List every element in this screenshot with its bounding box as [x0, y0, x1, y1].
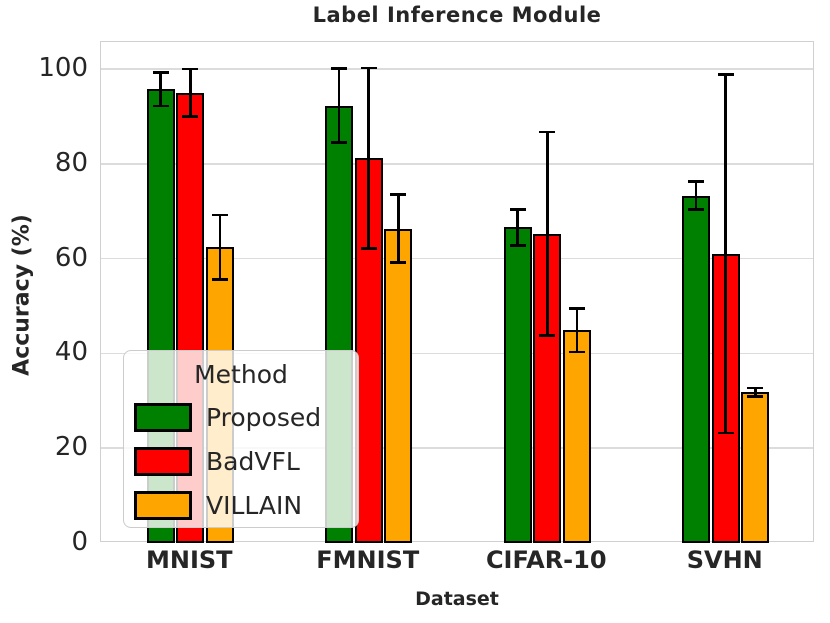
legend-label: BadVFL — [206, 446, 300, 476]
error-bar-cap — [747, 395, 764, 398]
error-bar-cap — [509, 207, 526, 211]
y-tick-label: 60 — [54, 242, 88, 273]
error-bar-cap — [182, 115, 199, 118]
gridline — [101, 257, 813, 260]
error-bar-cap — [152, 104, 169, 108]
x-tick-label: CIFAR-10 — [485, 546, 607, 574]
y-tick-label: 0 — [71, 527, 88, 557]
error-bar-cap — [539, 130, 556, 134]
error-bar-cap — [717, 73, 734, 77]
legend-title: Method — [194, 360, 288, 389]
error-bar-cap — [331, 67, 348, 70]
bar — [682, 195, 711, 543]
gridline — [101, 163, 813, 165]
error-bar — [337, 68, 341, 143]
error-bar — [545, 132, 549, 336]
error-bar — [159, 72, 162, 106]
error-bar-cap — [717, 431, 734, 435]
bar — [562, 330, 591, 543]
x-tick-label: SVHN — [686, 546, 763, 574]
legend: Method Proposed BadVFL VILLAIN — [123, 350, 359, 528]
error-bar-cap — [539, 334, 556, 338]
error-bar — [397, 194, 400, 263]
gridline — [101, 447, 813, 449]
error-bar — [754, 388, 757, 397]
y-tick-label: 20 — [54, 432, 88, 463]
error-bar-cap — [568, 350, 585, 354]
error-bar — [188, 69, 192, 117]
error-bar-cap — [390, 261, 407, 265]
legend-swatch-proposed — [134, 402, 192, 432]
gridline — [101, 352, 813, 355]
legend-label: VILLAIN — [206, 490, 303, 520]
error-bar-cap — [688, 207, 705, 211]
error-bar-cap — [390, 193, 407, 197]
bar — [741, 392, 770, 543]
error-bar-cap — [211, 278, 228, 281]
legend-swatch-villain — [134, 490, 192, 520]
x-tick-label: MNIST — [145, 546, 233, 574]
bar — [503, 227, 532, 543]
chart-title: Label Inference Module — [312, 3, 602, 27]
error-bar — [694, 181, 698, 210]
y-tick-label: 80 — [54, 147, 88, 178]
x-tick-label: FMNIST — [316, 546, 420, 574]
legend-entries: Proposed BadVFL VILLAIN — [124, 395, 358, 527]
legend-entry: VILLAIN — [124, 483, 358, 527]
bar — [384, 228, 413, 543]
legend-swatch-badvfl — [134, 446, 192, 476]
legend-label: Proposed — [206, 402, 322, 432]
error-bar-cap — [360, 66, 377, 70]
y-tick-label: 40 — [54, 337, 88, 368]
error-bar — [575, 308, 579, 352]
error-bar-cap — [568, 306, 585, 310]
error-bar-cap — [152, 71, 169, 75]
error-bar-cap — [182, 67, 199, 71]
error-bar-cap — [331, 141, 348, 144]
error-bar — [516, 209, 519, 246]
legend-entry: Proposed — [124, 395, 358, 439]
error-bar — [367, 68, 371, 249]
error-bar-cap — [360, 246, 377, 250]
x-axis-label: Dataset — [415, 588, 499, 610]
legend-entry: BadVFL — [124, 439, 358, 483]
gridline — [101, 68, 813, 70]
y-tick-label: 100 — [38, 53, 88, 84]
error-bar-cap — [509, 243, 526, 247]
error-bar — [724, 74, 728, 434]
error-bar-cap — [211, 213, 228, 217]
error-bar — [218, 215, 222, 280]
error-bar-cap — [747, 386, 764, 390]
error-bar-cap — [688, 180, 705, 184]
